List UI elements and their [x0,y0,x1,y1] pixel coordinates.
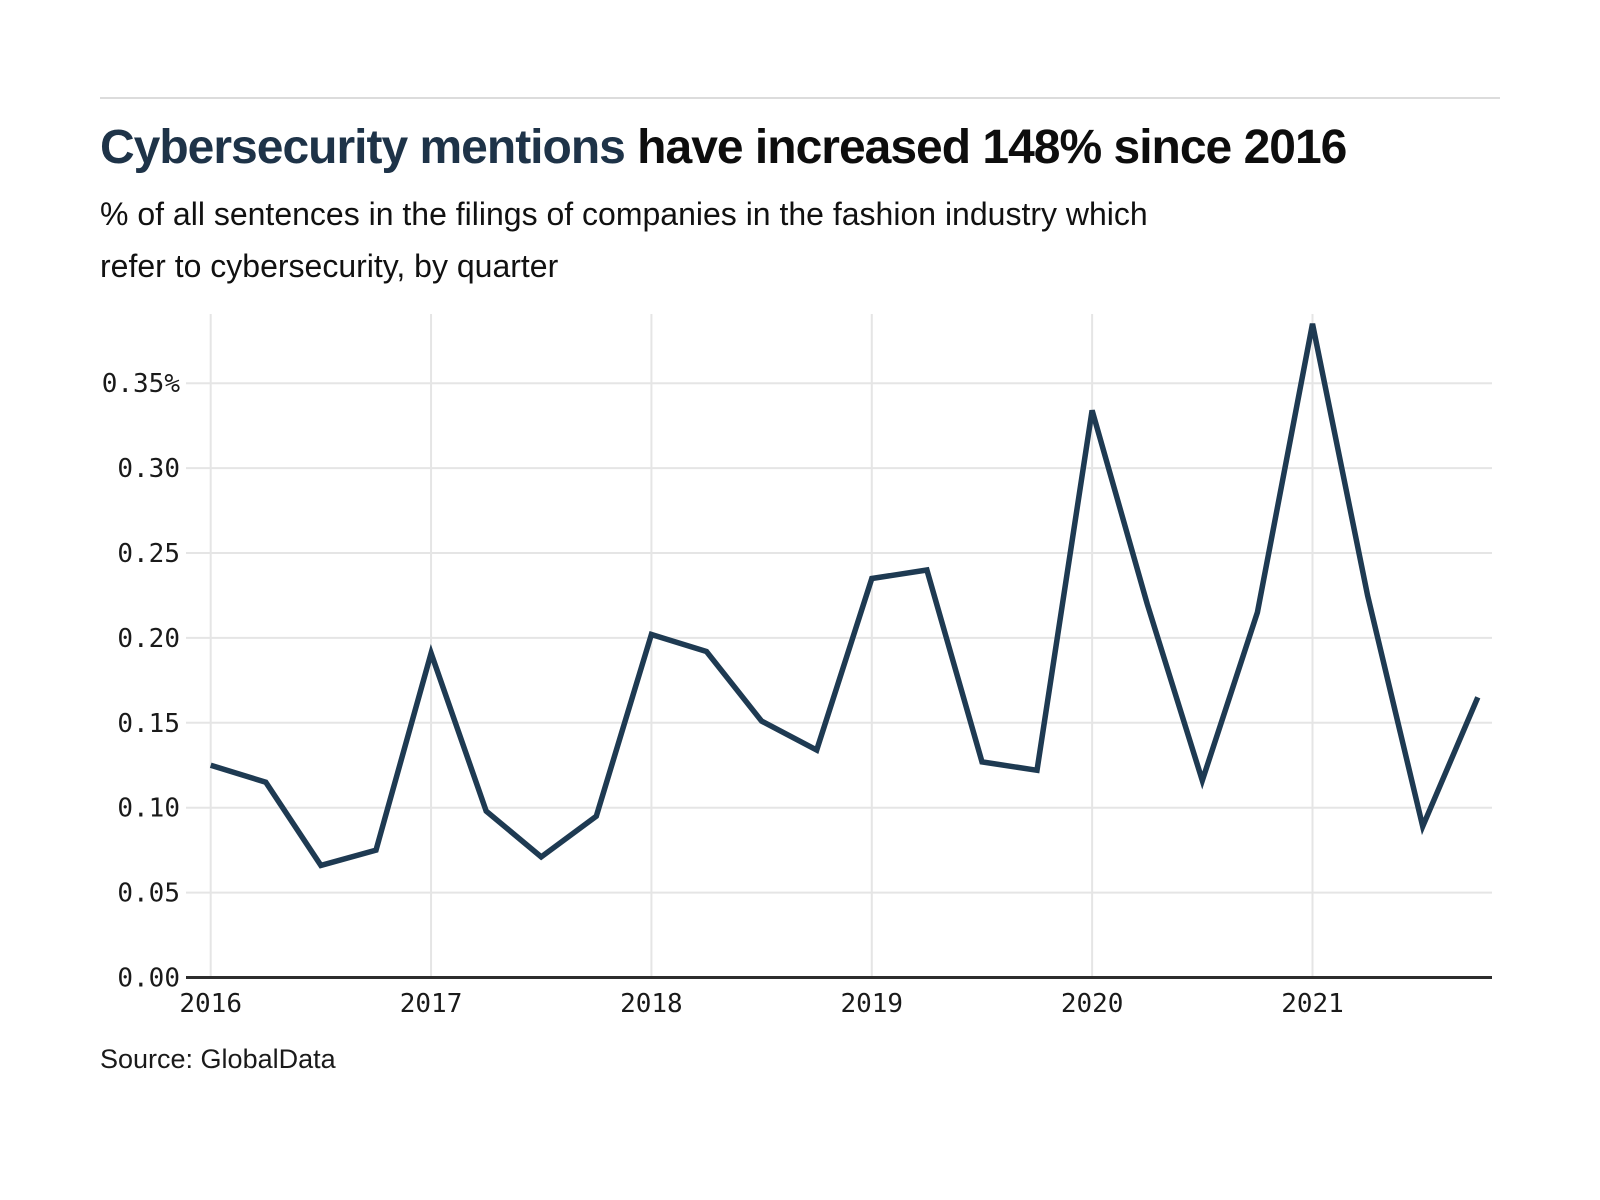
source-note: Source: GlobalData [100,1044,336,1074]
y-tick-label: 0.00 [117,964,180,994]
chart-title: Cybersecurity mentions have increased 14… [100,120,1520,175]
y-tick-label: 0.10 [117,794,180,824]
x-tick-label: 2020 [1061,989,1124,1019]
x-tick-label: 2021 [1281,989,1344,1019]
chart-title-highlight: Cybersecurity mentions [100,121,626,174]
y-tick-label: 0.35% [102,369,181,399]
y-tick-label: 0.20 [117,624,180,654]
top-divider [100,97,1500,99]
x-tick-label: 2016 [179,989,242,1019]
chart-subtitle: % of all sentences in the filings of com… [100,188,1500,292]
x-tick-label: 2019 [840,989,903,1019]
y-tick-label: 0.30 [117,454,180,484]
data-series-line [209,323,1481,869]
x-tick-label: 2017 [400,989,463,1019]
y-tick-label: 0.15 [117,709,180,739]
chart-subtitle-line2: refer to cybersecurity, by quarter [100,248,559,284]
y-tick-label: 0.05 [117,879,180,909]
chart-subtitle-line1: % of all sentences in the filings of com… [100,196,1148,232]
x-tick-label: 2018 [620,989,683,1019]
y-tick-label: 0.25 [117,539,180,569]
chart-title-rest: have increased 148% since 2016 [624,121,1347,174]
